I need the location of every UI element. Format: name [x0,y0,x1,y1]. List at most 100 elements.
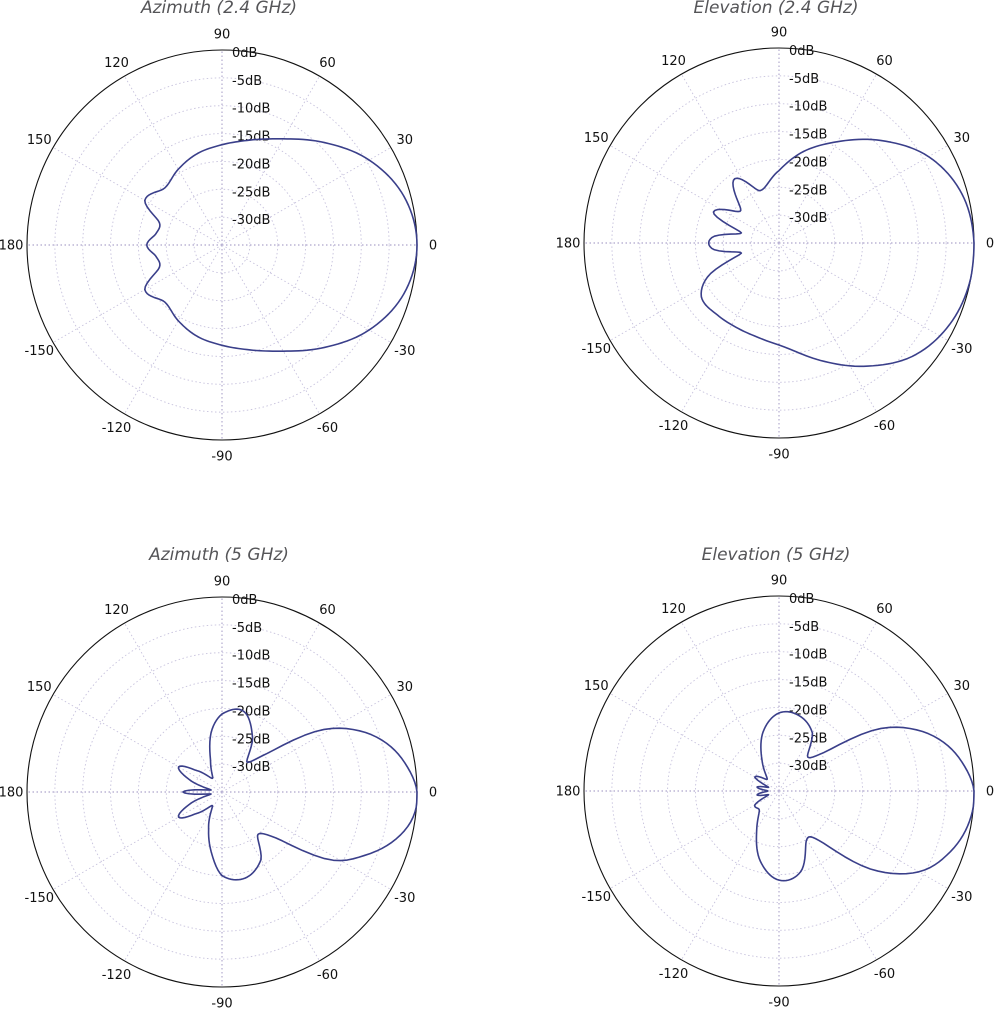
pattern-point [164,187,166,189]
pattern-point [221,144,223,146]
angle-tick-label: -90 [768,996,789,1010]
pattern-point [210,793,212,795]
grid-ring [165,735,279,849]
pattern-point [249,139,251,141]
grid-ring [611,75,947,411]
grid-spoke [681,790,780,961]
pattern-point [406,765,408,767]
pattern-point [802,150,805,153]
pattern-point [807,756,809,758]
radial-tick-label: -20dB [789,703,827,718]
pattern-point [927,156,930,158]
angle-tick-label: -120 [102,968,132,983]
angle-tick-label: -90 [768,448,789,463]
grid-spoke [221,75,320,246]
pattern-point [700,296,703,298]
pattern-point [323,141,326,144]
pattern-point [739,210,742,212]
angle-tick-label: -60 [317,421,338,436]
pattern-point [766,778,768,780]
pattern-point [189,802,192,805]
grid-spoke [124,75,223,246]
grid-spoke [221,694,392,793]
pattern-point [221,874,223,877]
angle-tick-label: 60 [319,56,336,71]
pattern-point [798,715,800,717]
radial-tick-label: -10dB [789,100,827,115]
grid-spoke [221,244,392,343]
grid-ring [82,105,362,385]
pattern-point [806,838,808,840]
angle-tick-label: 90 [771,26,788,41]
pattern-point [158,267,160,269]
pattern-point [257,834,259,836]
pattern-point [268,752,270,754]
grid-spoke [221,791,320,962]
pattern-point [276,837,279,840]
pattern-point [767,794,770,796]
pattern-point [403,195,405,197]
grid-ring [137,707,307,877]
angle-tick-label: -150 [25,891,55,906]
pattern-point [915,729,918,731]
pattern-point [761,338,763,340]
pattern-point [177,168,179,170]
grid-spoke [681,621,780,792]
angle-tick-label: 0 [429,786,437,801]
grid-ring [639,651,919,931]
angle-tick-label: -120 [659,967,689,982]
pattern-point [712,211,714,213]
grid-spoke [778,790,949,889]
grid-spoke [52,244,223,343]
pattern-point [717,314,719,317]
angle-tick-label: 150 [584,679,609,694]
pattern-point [195,812,197,815]
pattern-point [711,236,713,238]
grid-spoke [778,621,877,792]
pattern-point [221,713,223,715]
radial-tick-label: -5dB [789,72,819,87]
pattern-point [948,852,950,854]
angle-tick-label: 0 [986,785,994,800]
grid-spoke [609,145,780,244]
pattern-point [323,346,326,349]
grid-ring [193,763,251,821]
radial-tick-label: -15dB [232,677,270,692]
angle-tick-label: 120 [104,56,129,71]
pattern-point [368,159,370,161]
grid-spoke [609,693,780,792]
pattern-point [177,320,179,322]
radial-tick-label: -20dB [232,157,270,172]
pattern-point [221,344,223,346]
pattern-point [836,141,839,143]
radial-tick-label: -25dB [232,732,270,747]
angle-tick-label: -60 [874,967,895,982]
angle-tick-label: 120 [661,54,686,69]
angle-tick-label: -150 [582,342,612,357]
grid-spoke [221,791,392,890]
radial-tick-label: -15dB [789,128,827,143]
pattern-point [252,738,254,740]
pattern-point [762,731,764,733]
pattern-point [944,742,946,744]
radial-tick-label: -25dB [789,183,827,198]
pattern-point [880,139,883,142]
pattern-point [196,335,199,338]
pattern-point [767,790,769,792]
radial-tick-label: 0dB [232,593,257,608]
pattern-point [210,731,212,733]
chart-title-elevation-2-4: Elevation (2.4 GHz) [693,0,859,18]
angle-tick-label: -30 [394,344,415,359]
pattern-point [209,759,212,762]
radial-tick-label: -10dB [232,649,270,664]
pattern-point [740,252,742,254]
pattern-line [177,708,418,881]
pattern-point [759,860,761,862]
angle-tick-label: 60 [876,54,893,69]
grid-ring [694,706,864,876]
angle-tick-label: -90 [211,450,232,465]
angle-tick-label: -150 [25,344,55,359]
pattern-point [787,347,789,350]
pattern-point [177,766,180,768]
angle-tick-label: -90 [211,997,232,1010]
